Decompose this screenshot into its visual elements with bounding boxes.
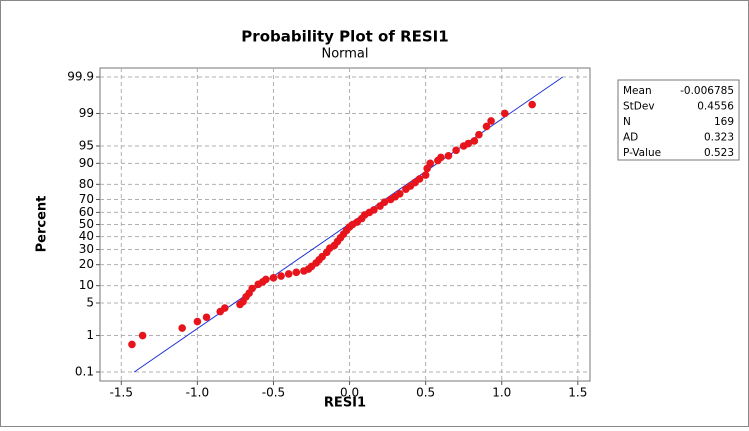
y-tick-label: 50: [79, 217, 94, 231]
data-point: [482, 122, 491, 131]
y-tick-label: 0.1: [75, 365, 94, 379]
data-point: [269, 274, 278, 282]
stat-label: N: [623, 116, 631, 128]
x-tick-label: 1.5: [568, 386, 587, 400]
data-point: [128, 340, 136, 349]
y-tick-label: 40: [79, 229, 94, 243]
y-tick-label: 99.9: [67, 70, 94, 84]
x-tick-label: -0.5: [262, 386, 285, 400]
x-tick-label: 1.0: [492, 386, 511, 400]
data-point: [475, 130, 483, 139]
data-point: [380, 198, 389, 206]
data-point: [500, 109, 509, 118]
data-point: [470, 137, 479, 145]
x-tick-label: 0.0: [340, 386, 359, 400]
data-point: [437, 153, 445, 162]
stat-value: 0.523: [704, 147, 734, 159]
y-tick-label: 10: [79, 278, 94, 292]
y-tick-label: 90: [79, 156, 94, 170]
data-point: [138, 331, 147, 340]
data-point: [220, 304, 229, 312]
stat-value: 0.323: [704, 132, 734, 144]
y-tick-label: 5: [86, 296, 94, 310]
chart-title: Probability Plot of RESI1: [241, 28, 448, 46]
plot-content: [128, 76, 564, 373]
y-tick-label: 60: [79, 205, 94, 219]
data-point: [178, 324, 186, 332]
x-tick-label: -1.0: [186, 386, 209, 400]
y-axis-label: Percent: [35, 196, 50, 253]
stats-box: [617, 79, 740, 161]
stat-value: 0.4556: [697, 101, 734, 113]
data-point: [193, 317, 202, 326]
stat-label: AD: [623, 132, 638, 144]
stat-label: Mean: [623, 85, 652, 97]
data-point: [444, 151, 453, 160]
data-point: [415, 175, 424, 183]
data-point: [452, 146, 460, 155]
x-axis-label: RESI1: [324, 396, 366, 411]
stat-value: -0.006785: [680, 85, 734, 97]
stat-label: P-Value: [623, 147, 661, 159]
y-tick-label: 99: [79, 106, 94, 120]
x-tick-label: -1.5: [110, 386, 133, 400]
data-point: [421, 171, 430, 179]
x-tick-label: 0.5: [416, 386, 435, 400]
y-tick-label: 80: [79, 177, 94, 191]
data-point: [284, 270, 293, 278]
data-point: [248, 284, 256, 293]
stat-label: StDev: [623, 101, 655, 113]
data-point: [202, 313, 211, 322]
stat-value: 169: [714, 116, 734, 128]
data-point: [528, 100, 536, 109]
data-point: [262, 275, 270, 284]
data-point: [277, 272, 285, 280]
y-tick-label: 1: [86, 328, 94, 342]
data-point: [292, 268, 301, 277]
y-tick-label: 95: [79, 138, 94, 152]
y-tick-label: 20: [79, 257, 94, 271]
y-tick-label: 70: [79, 192, 94, 206]
data-point: [487, 117, 495, 125]
y-tick-label: 30: [79, 242, 94, 256]
data-point: [426, 159, 435, 168]
data-point: [395, 189, 404, 198]
data-point: [370, 206, 378, 214]
data-point: [464, 139, 473, 148]
chart-subtitle: Normal: [321, 47, 368, 62]
